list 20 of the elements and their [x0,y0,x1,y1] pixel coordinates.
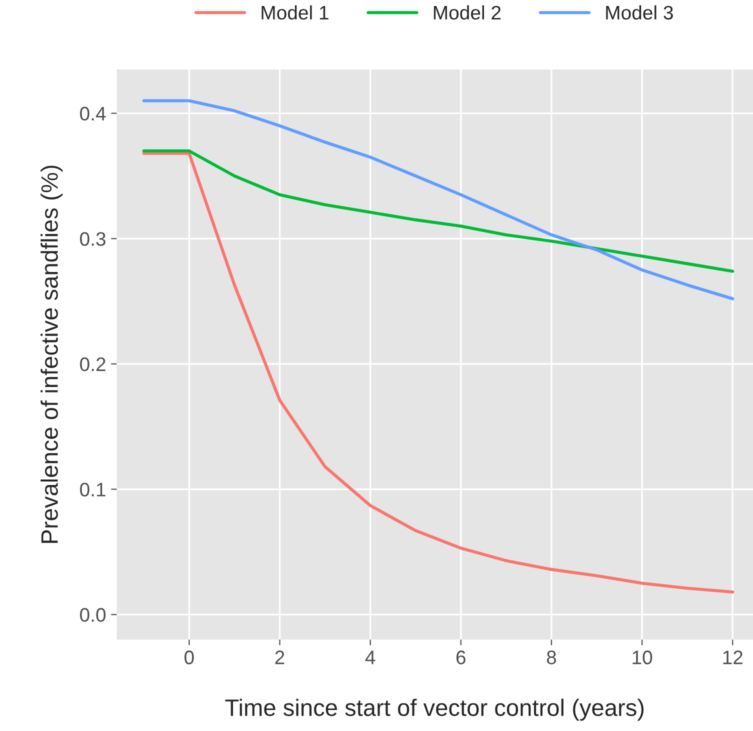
line-series [142,152,734,594]
y-axis-title: Prevalence of infective sandflies (%) [40,166,63,543]
y-tick-label: 0.0 [80,608,106,622]
legend-label: Model 2 [434,5,501,20]
line-series [142,149,734,273]
x-tick-label: 0 [184,650,194,664]
y-tick-label: 0.3 [80,232,106,246]
x-axis-title: Time since start of vector control (years) [225,698,644,721]
x-tick-label: 12 [723,650,742,664]
legend-label: Model 1 [262,5,328,20]
y-tick-label: 0.2 [80,357,106,372]
line-series [142,99,734,300]
x-tick-label: 6 [456,650,466,664]
x-tick-label: 8 [546,650,556,664]
x-tick-label: 2 [275,650,284,664]
x-tick-label: 4 [365,650,376,664]
y-tick-label: 0.1 [80,482,106,496]
x-tick-label: 10 [632,650,652,664]
y-tick-label: 0.4 [80,106,106,121]
legend-label: Model 3 [606,5,673,20]
